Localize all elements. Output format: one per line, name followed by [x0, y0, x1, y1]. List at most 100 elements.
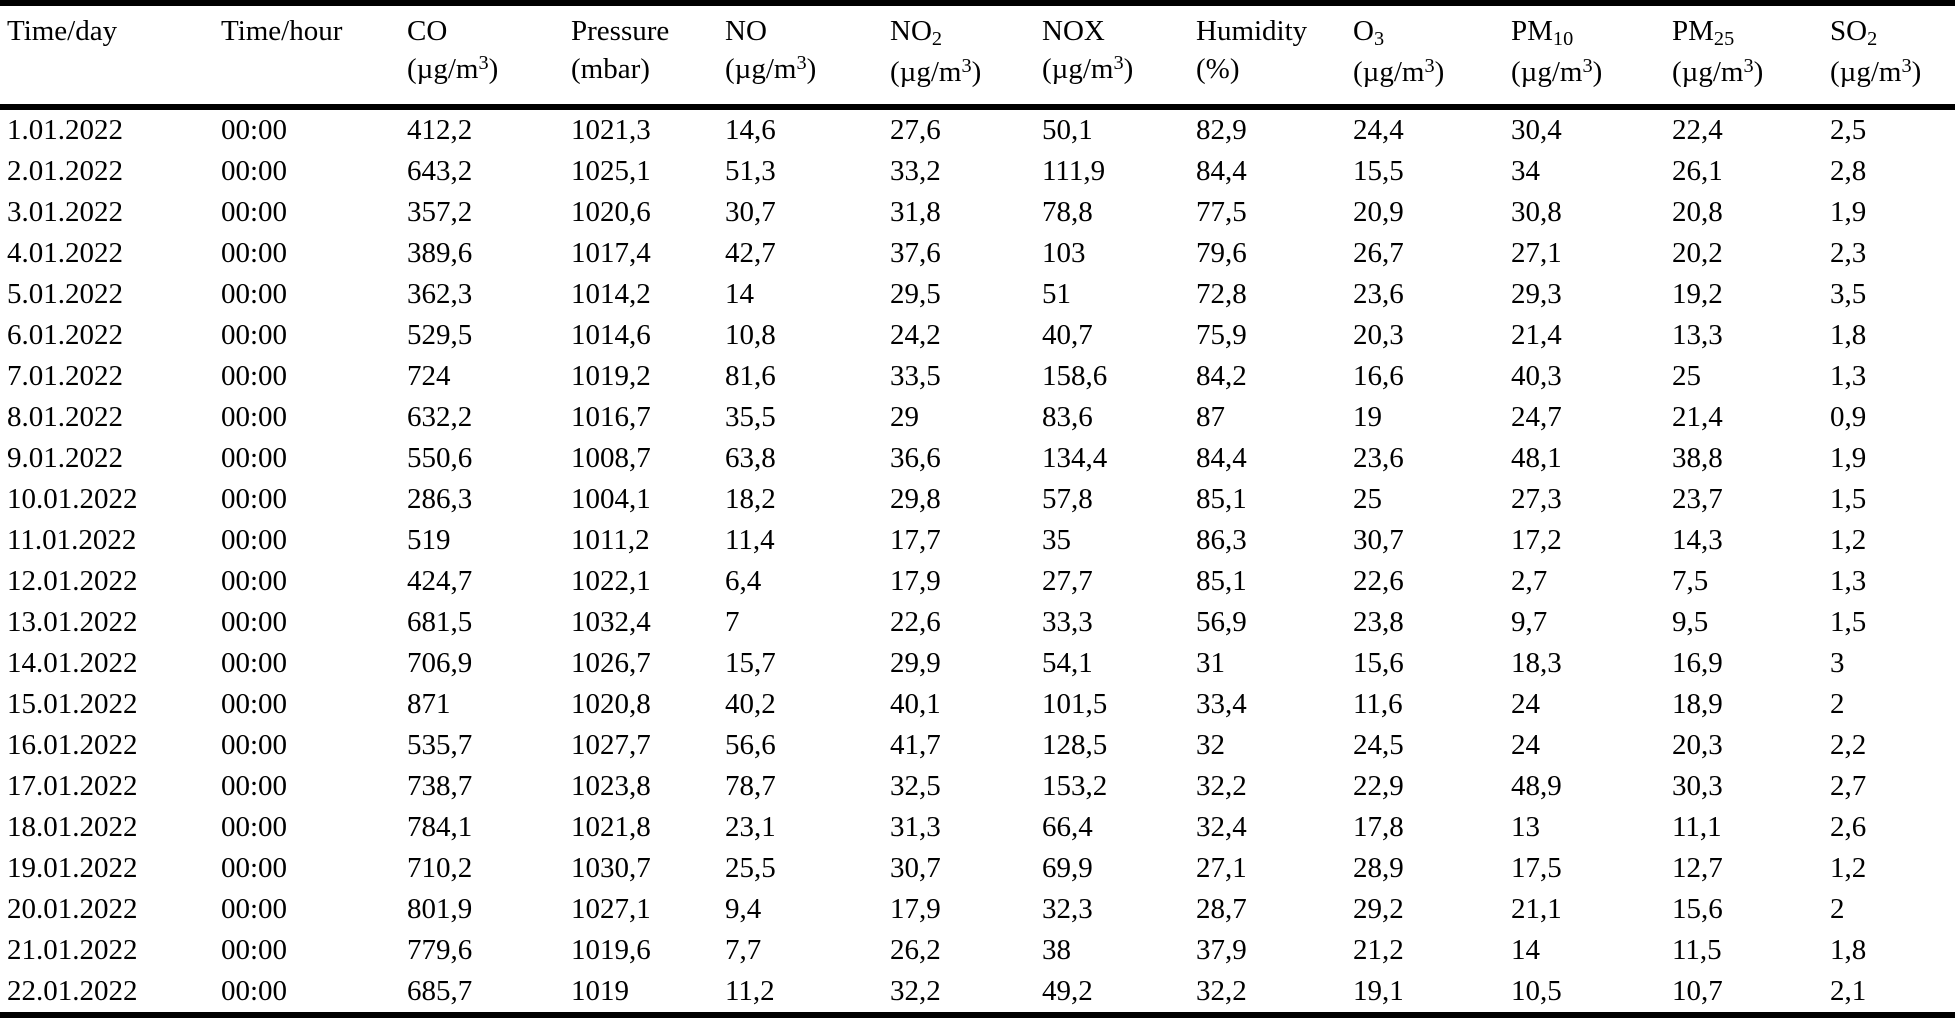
- column-header-no2: NO2 (µg/m3): [890, 3, 1042, 110]
- cell-o3: 17,8: [1353, 811, 1404, 843]
- column-label: Pressure: [571, 15, 670, 47]
- table-row: 8.01.2022 00:00 632,2 1016,7 35,5 29 83,6 87 19 2…: [0, 397, 1955, 438]
- cell-pressure: 1020,6: [571, 196, 651, 228]
- cell-time-hour: 00:00: [221, 811, 288, 843]
- column-unit-close: ): [1911, 56, 1922, 88]
- cell-humidity: 32: [1196, 729, 1225, 761]
- cell-nox: 54,1: [1042, 647, 1093, 679]
- cell-o3: 22,6: [1353, 565, 1404, 597]
- cell-pm25: 10,7: [1672, 975, 1723, 1007]
- cell-pm25: 22,4: [1672, 114, 1723, 146]
- cell-pm25: 11,1: [1672, 811, 1722, 843]
- cell-pm10: 13: [1511, 811, 1540, 843]
- cell-o3: 15,5: [1353, 155, 1404, 187]
- cell-pressure: 1021,8: [571, 811, 651, 843]
- cell-no2: 17,9: [890, 893, 941, 925]
- cell-no2: 17,7: [890, 524, 941, 556]
- cell-pm10: 9,7: [1511, 606, 1548, 638]
- column-unit-superscript: 3: [1424, 54, 1435, 77]
- cell-no2: 40,1: [890, 688, 941, 720]
- cell-no: 40,2: [725, 688, 776, 720]
- cell-pm10: 21,1: [1511, 893, 1562, 925]
- cell-nox: 38: [1042, 934, 1071, 966]
- cell-o3: 20,3: [1353, 319, 1404, 351]
- cell-pressure: 1030,7: [571, 852, 651, 884]
- cell-pm10: 27,1: [1511, 237, 1562, 269]
- cell-pm10: 14: [1511, 934, 1540, 966]
- table-row: 22.01.2022 00:00 685,7 1019 11,2 32,2 49,2 32,2…: [0, 971, 1955, 1015]
- table-header: Time/day Time/hour CO (µg/m3) Pressure (mbar)…: [0, 3, 1955, 110]
- column-unit: (µg/m3): [725, 50, 890, 91]
- table-row: 12.01.2022 00:00 424,7 1022,1 6,4 17,9 27,7 85,…: [0, 561, 1955, 602]
- cell-so2: 2,6: [1830, 811, 1867, 843]
- cell-co: 535,7: [407, 729, 473, 761]
- cell-pm25: 14,3: [1672, 524, 1723, 556]
- cell-humidity: 86,3: [1196, 524, 1247, 556]
- cell-no: 18,2: [725, 483, 776, 515]
- column-unit-superscript: 3: [1901, 54, 1912, 77]
- cell-nox: 40,7: [1042, 319, 1093, 351]
- cell-pm10: 29,3: [1511, 278, 1562, 310]
- cell-time-hour: 00:00: [221, 565, 288, 597]
- cell-no: 14,6: [725, 114, 776, 146]
- cell-co: 424,7: [407, 565, 473, 597]
- table-row: 19.01.2022 00:00 710,2 1030,7 25,5 30,7 69,9 27…: [0, 848, 1955, 889]
- cell-pressure: 1014,6: [571, 319, 651, 351]
- cell-time-hour: 00:00: [221, 606, 288, 638]
- cell-humidity: 32,2: [1196, 975, 1247, 1007]
- cell-time-hour: 00:00: [221, 688, 288, 720]
- cell-time-day: 18.01.2022: [7, 811, 138, 843]
- cell-so2: 2,5: [1830, 114, 1867, 146]
- column-header-pm10: PM10 (µg/m3): [1511, 3, 1672, 110]
- cell-pm25: 23,7: [1672, 483, 1723, 515]
- cell-time-hour: 00:00: [221, 524, 288, 556]
- cell-pm25: 16,9: [1672, 647, 1723, 679]
- cell-co: 706,9: [407, 647, 473, 679]
- cell-time-hour: 00:00: [221, 155, 288, 187]
- cell-time-day: 10.01.2022: [7, 483, 138, 515]
- cell-o3: 19,1: [1353, 975, 1404, 1007]
- cell-so2: 1,9: [1830, 196, 1867, 228]
- column-unit-superscript: 3: [1743, 54, 1754, 77]
- cell-pm25: 11,5: [1672, 934, 1722, 966]
- cell-pressure: 1019: [571, 975, 629, 1007]
- cell-no: 11,2: [725, 975, 775, 1007]
- cell-nox: 57,8: [1042, 483, 1093, 515]
- cell-so2: 1,8: [1830, 319, 1867, 351]
- cell-no: 51,3: [725, 155, 776, 187]
- cell-no: 81,6: [725, 360, 776, 392]
- cell-pm25: 13,3: [1672, 319, 1723, 351]
- cell-o3: 22,9: [1353, 770, 1404, 802]
- column-unit-text: (µg/m: [890, 56, 962, 88]
- column-unit-superscript: 3: [1582, 54, 1593, 77]
- cell-no2: 41,7: [890, 729, 941, 761]
- column-label: Time/day: [7, 15, 118, 47]
- cell-time-hour: 00:00: [221, 852, 288, 884]
- column-unit-close: ): [971, 56, 982, 88]
- cell-no2: 17,9: [890, 565, 941, 597]
- cell-o3: 23,6: [1353, 442, 1404, 474]
- cell-humidity: 85,1: [1196, 565, 1247, 597]
- cell-so2: 1,3: [1830, 565, 1867, 597]
- cell-no: 25,5: [725, 852, 776, 884]
- column-label-subscript: 3: [1373, 28, 1385, 51]
- table-row: 9.01.2022 00:00 550,6 1008,7 63,8 36,6 134,4 84…: [0, 438, 1955, 479]
- cell-pressure: 1004,1: [571, 483, 651, 515]
- cell-pm10: 30,8: [1511, 196, 1562, 228]
- column-header-co: CO (µg/m3): [407, 3, 571, 110]
- cell-time-hour: 00:00: [221, 770, 288, 802]
- cell-no2: 31,3: [890, 811, 941, 843]
- cell-time-hour: 00:00: [221, 360, 288, 392]
- cell-time-day: 5.01.2022: [7, 278, 123, 310]
- cell-pm10: 17,5: [1511, 852, 1562, 884]
- table-row: 11.01.2022 00:00 519 1011,2 11,4 17,7 35 86,3 30…: [0, 520, 1955, 561]
- column-header-time-day: Time/day: [0, 3, 221, 110]
- column-label: NO: [725, 15, 767, 47]
- cell-nox: 78,8: [1042, 196, 1093, 228]
- cell-pressure: 1016,7: [571, 401, 651, 433]
- column-unit-superscript: 3: [1113, 51, 1124, 74]
- cell-o3: 23,8: [1353, 606, 1404, 638]
- cell-pm10: 10,5: [1511, 975, 1562, 1007]
- cell-no2: 32,2: [890, 975, 941, 1007]
